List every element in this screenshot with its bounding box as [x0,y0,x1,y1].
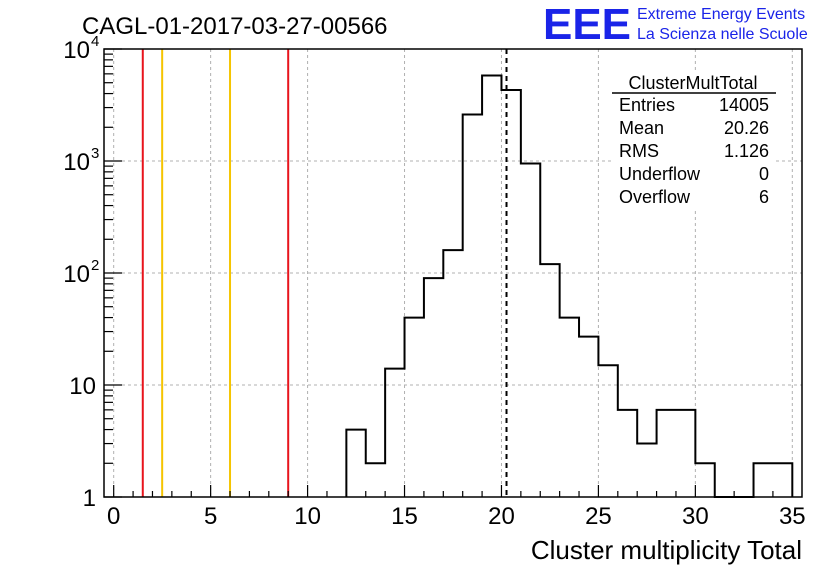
x-tick-label: 35 [779,503,806,530]
histogram-bin [521,163,540,497]
x-tick-label: 20 [488,503,515,530]
histogram-bin [773,463,792,497]
stats-row-value: 20.26 [724,118,769,138]
x-tick-label: 5 [204,503,217,530]
stats-row-value: 1.126 [724,141,769,161]
histogram-bin [695,463,714,497]
y-tick-exponent: 2 [91,257,99,274]
histogram-bin [366,463,385,497]
y-tick-label: 10 [63,261,90,288]
histogram-bin [501,90,520,497]
stats-row-label: Overflow [619,187,691,207]
histogram-bin [405,318,424,497]
histogram-bin [346,430,365,497]
x-tick-label: 10 [294,503,321,530]
eee-logo: EEE [543,0,631,49]
x-tick-label: 30 [682,503,709,530]
histogram-bin [598,365,617,497]
x-axis-label: Cluster multiplicity Total [531,535,802,565]
histogram-bin [385,369,404,497]
histogram-bin [540,264,559,497]
histogram-bin [676,410,695,497]
run-title: CAGL-01-2017-03-27-00566 [82,13,388,40]
stats-row-value: 6 [759,187,769,207]
y-tick-exponent: 3 [91,145,99,162]
histogram-bin [637,444,656,497]
x-tick-label: 25 [585,503,612,530]
histogram-bin [443,250,462,497]
stats-row-value: 14005 [719,95,769,115]
stats-row-value: 0 [759,164,769,184]
y-tick-label: 1 [83,485,96,512]
histogram-bin [657,410,676,497]
histogram-bin [618,410,637,497]
histogram-bin [560,318,579,497]
x-tick-label: 15 [391,503,418,530]
stats-box-title: ClusterMultTotal [628,73,757,93]
project-subtitle: La Scienza nelle Scuole [637,26,808,43]
y-tick-label: 10 [69,373,96,400]
y-tick-label: 10 [63,37,90,64]
project-name: Extreme Energy Events [637,6,805,23]
y-tick-label: 10 [63,149,90,176]
stats-box-background [612,72,776,210]
x-tick-label: 0 [107,503,120,530]
stats-row-label: RMS [619,141,659,161]
stats-row-label: Entries [619,95,675,115]
histogram-bin [754,463,773,497]
histogram-bin [463,115,482,497]
stats-row-label: Underflow [619,164,701,184]
histogram-outline [345,74,794,498]
histogram-bin [579,337,598,497]
y-tick-exponent: 4 [91,33,99,50]
stats-box: ClusterMultTotal Entries 14005 Mean 20.26 RM… [612,72,776,210]
histogram-series [345,49,794,498]
histogram-bin [482,75,501,497]
histogram-bin [424,278,443,497]
x-axis-ticks: 0 5 10 15 20 25 30 35 [107,485,806,530]
stats-row-label: Mean [619,118,664,138]
threshold-lines [141,49,290,497]
